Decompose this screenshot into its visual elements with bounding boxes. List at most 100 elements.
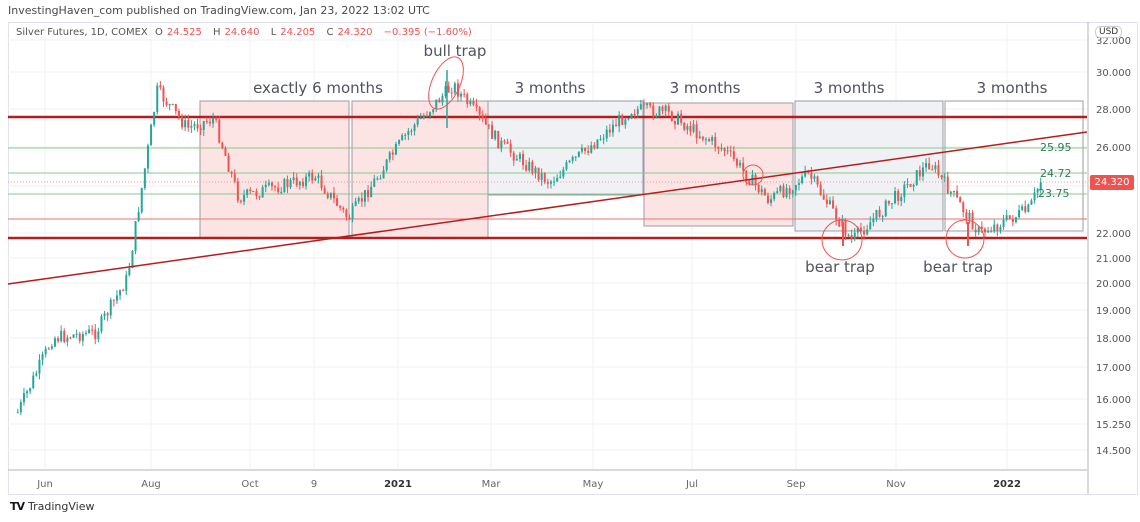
candle-body (965, 212, 968, 219)
candle-body (134, 221, 137, 252)
candle-body (856, 227, 859, 233)
candle-body (500, 140, 503, 149)
time-tick-label: May (583, 479, 604, 490)
candle-body (264, 184, 267, 188)
candle-body (574, 156, 577, 158)
candle-body (1027, 204, 1030, 212)
candle-body (317, 175, 320, 179)
candle-body (642, 104, 645, 106)
time-tick-label: 2021 (384, 479, 412, 490)
candle-body (332, 192, 335, 199)
candle-body (773, 192, 776, 200)
candle-body (661, 106, 664, 111)
candle-body (208, 121, 211, 124)
candle-body (937, 165, 940, 176)
candle-body (525, 165, 528, 171)
candle-body (342, 207, 345, 210)
bear-trap-circle (945, 219, 985, 259)
candle-body (75, 333, 78, 335)
candle-body (624, 119, 627, 125)
published-by-line: InvestingHaven_com published on TradingV… (8, 4, 430, 17)
candle-body (171, 103, 174, 105)
candle-body (478, 107, 481, 115)
candle-body (512, 152, 515, 161)
candle-body (825, 199, 828, 205)
candle-body (447, 86, 450, 93)
level-label: 25.95 (1040, 141, 1072, 154)
candle-body (503, 140, 506, 142)
candle-body (754, 174, 757, 185)
candle-body (887, 200, 890, 204)
price-chart[interactable]: exactly 6 months 3 months 3 months 3 months… (0, 0, 1140, 500)
candle-body (115, 295, 118, 301)
candle-body (776, 191, 779, 193)
candle-body (19, 402, 22, 413)
candle-body (863, 231, 866, 235)
price-tick-label: 22.000 (1096, 229, 1131, 240)
candle-body (639, 104, 642, 110)
candle-body (540, 173, 543, 180)
candle-body (729, 150, 732, 152)
period-label: exactly 6 months (253, 79, 383, 97)
candle-body (956, 191, 959, 198)
candle-body (484, 118, 487, 125)
candle-body (463, 93, 466, 95)
candle-body (236, 181, 239, 201)
time-tick-label: 2022 (993, 479, 1021, 490)
candle-body (949, 191, 952, 194)
price-axis[interactable]: 32.00030.00028.00026.00024.00022.00021.0… (1087, 22, 1131, 494)
candle-body (252, 191, 255, 193)
candle-body (828, 200, 831, 205)
candle-body (782, 185, 785, 198)
footer-branding: TV TradingView (10, 500, 95, 513)
candle-body (153, 112, 156, 125)
candle-body (881, 216, 884, 218)
candle-body (875, 209, 878, 219)
candle-body (543, 173, 546, 183)
candle-body (280, 192, 283, 194)
candle-body (47, 348, 50, 350)
candle-body (701, 136, 704, 140)
candle-body (50, 346, 53, 349)
candle-body (106, 313, 109, 316)
candle-body (292, 177, 295, 181)
candle-body (720, 148, 723, 150)
candle-body (370, 186, 373, 198)
period-box (643, 102, 794, 227)
candle-body (314, 178, 317, 181)
time-axis[interactable]: Jun Aug Oct 9 2021 Mar May Jul Sep Nov 2022 (8, 469, 1087, 490)
time-tick-label: Sep (787, 479, 806, 490)
candle-body (450, 92, 453, 94)
candle-body (934, 165, 937, 170)
candle-body (708, 139, 711, 142)
candle-body (53, 338, 56, 347)
candle-body (655, 115, 658, 117)
candle-body (531, 161, 534, 173)
price-tick-label: 32.000 (1096, 36, 1131, 47)
candle-body (549, 181, 552, 184)
annotation-texts: exactly 6 months 3 months 3 months 3 months… (253, 42, 1071, 276)
candle-body (732, 151, 735, 160)
period-boxes (199, 100, 1084, 239)
candle-body (553, 181, 556, 183)
candle-body (522, 153, 525, 166)
candle-body (726, 150, 729, 152)
candle-body (379, 178, 382, 180)
candle-body (63, 331, 66, 342)
candle-body (283, 179, 286, 193)
candle-body (168, 103, 171, 106)
price-change: −0.395 (−1.60%) (383, 27, 472, 38)
price-tick-label: 26.000 (1096, 143, 1131, 154)
candle-body (438, 99, 441, 103)
candle-body (918, 170, 921, 177)
rising-trendline (7, 131, 1088, 285)
price-tick-label: 15.250 (1096, 420, 1131, 431)
candle-body (869, 222, 872, 230)
candle-body (1018, 209, 1021, 218)
currency-badge[interactable]: USD (1095, 26, 1123, 38)
candle-body (850, 234, 853, 240)
candle-body (165, 101, 168, 106)
candle-body (416, 118, 419, 125)
candle-body (980, 226, 983, 229)
candle-body (670, 111, 673, 121)
